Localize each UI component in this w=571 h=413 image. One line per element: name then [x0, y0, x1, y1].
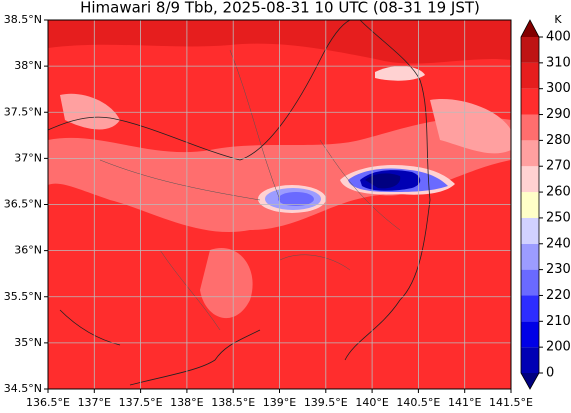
colorbar-tick-label: 200: [546, 340, 571, 355]
colorbar-band: [521, 217, 539, 244]
x-tick-label: 141°E: [448, 396, 481, 409]
field-cloud: [200, 248, 253, 319]
colorbar-band: [521, 192, 539, 218]
y-tick-label: 36.5°N: [4, 198, 42, 211]
colorbar-band: [521, 37, 539, 63]
x-tick-label: 141.5°E: [489, 396, 533, 409]
y-tick-label: 35°N: [14, 336, 42, 349]
colorbar-band: [521, 166, 539, 193]
colorbar-band: [521, 347, 539, 373]
colorbar-tick-label: 210: [546, 314, 571, 329]
y-tick-label: 37°N: [14, 151, 42, 164]
y-tick-label: 35.5°N: [4, 290, 42, 303]
field-cloud: [375, 66, 425, 81]
x-tick-label: 136.5°E: [26, 396, 70, 409]
colorbar-tick-label: 270: [546, 159, 571, 174]
colorbar-tick-label: 240: [546, 236, 571, 251]
colorbar-tick-label: 220: [546, 288, 571, 303]
colorbar-tick-label: 260: [546, 185, 571, 200]
colorbar-label: K: [554, 13, 562, 26]
x-tick-label: 139.5°E: [304, 396, 348, 409]
x-tick-label: 138°E: [170, 396, 203, 409]
colorbar-tick-label: 310: [546, 55, 571, 70]
colorbar-tick-label: 280: [546, 133, 571, 148]
colorbar-tick-label: 400: [546, 30, 571, 45]
colorbar-band: [521, 269, 539, 296]
y-tick-label: 38.5°N: [4, 13, 42, 26]
colorbar-tick-label: 250: [546, 210, 571, 225]
y-tick-label: 34.5°N: [4, 382, 42, 395]
colorbar-tick-label: 0: [546, 366, 554, 381]
x-tick-label: 137.5°E: [119, 396, 163, 409]
x-tick-label: 137°E: [78, 396, 111, 409]
colorbar-tick-label: 300: [546, 81, 571, 96]
plot-frame: [47, 19, 512, 390]
cloud-top: [365, 173, 401, 189]
colorbar-band: [521, 140, 539, 167]
y-tick-label: 37.5°N: [4, 105, 42, 118]
x-tick-label: 139°E: [263, 396, 296, 409]
colorbar-band: [521, 295, 539, 322]
colorbar-tick-label: 290: [546, 107, 571, 122]
colorbar-extend-over: [521, 20, 539, 37]
colorbar-tick-label: 230: [546, 262, 571, 277]
colorbar-band: [521, 114, 539, 141]
chart-title: Himawari 8/9 Tbb, 2025-08-31 10 UTC (08-…: [80, 0, 480, 17]
y-tick-label: 36°N: [14, 244, 42, 257]
colorbar-band: [521, 62, 539, 89]
x-tick-label: 138.5°E: [211, 396, 255, 409]
cloud-top: [278, 192, 314, 206]
y-tick-label: 38°N: [14, 59, 42, 72]
x-tick-label: 140°E: [355, 396, 388, 409]
colorbar-extend-under: [521, 373, 539, 389]
colorbar-band: [521, 243, 539, 270]
x-tick-label: 140.5°E: [396, 396, 440, 409]
colorbar-band: [521, 321, 539, 348]
colorbar-band: [521, 88, 539, 115]
